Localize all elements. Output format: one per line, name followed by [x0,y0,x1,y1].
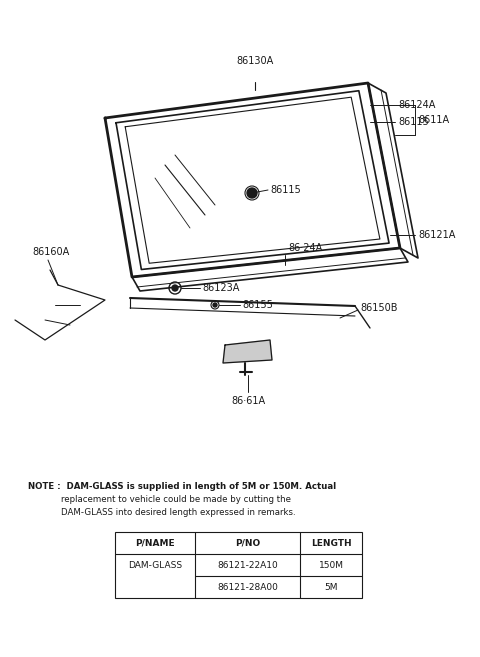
Text: 86160A: 86160A [32,247,69,257]
Text: DAM-GLASS into desired length expressed in remarks.: DAM-GLASS into desired length expressed … [28,508,296,517]
Circle shape [247,188,257,198]
Text: 86155: 86155 [242,300,273,310]
Text: 86115: 86115 [270,185,301,195]
Text: 86121-28A00: 86121-28A00 [217,583,278,591]
Text: LENGTH: LENGTH [311,539,351,547]
Text: 86·24A: 86·24A [288,243,322,253]
Text: 86130A: 86130A [236,56,274,66]
Polygon shape [223,340,272,363]
Text: DAM-GLASS: DAM-GLASS [128,560,182,570]
Text: 86121A: 86121A [418,230,456,240]
Circle shape [172,285,178,291]
Text: P/NAME: P/NAME [135,539,175,547]
Text: 150M: 150M [319,560,344,570]
Text: 86121-22A10: 86121-22A10 [217,560,278,570]
Text: 86·61A: 86·61A [231,396,265,406]
Text: replacement to vehicle could be made by cutting the: replacement to vehicle could be made by … [28,495,291,504]
Circle shape [213,303,217,307]
Text: 86150B: 86150B [360,303,397,313]
Text: 5M: 5M [324,583,338,591]
Text: P/NO: P/NO [235,539,260,547]
Text: 86123A: 86123A [202,283,240,293]
Text: NOTE :  DAM-GLASS is supplied in length of 5M or 150M. Actual: NOTE : DAM-GLASS is supplied in length o… [28,482,336,491]
Bar [115,532,362,598]
Text: 8611A: 8611A [418,115,449,125]
Text: 86124A: 86124A [398,100,435,110]
Text: 86115: 86115 [398,117,429,127]
